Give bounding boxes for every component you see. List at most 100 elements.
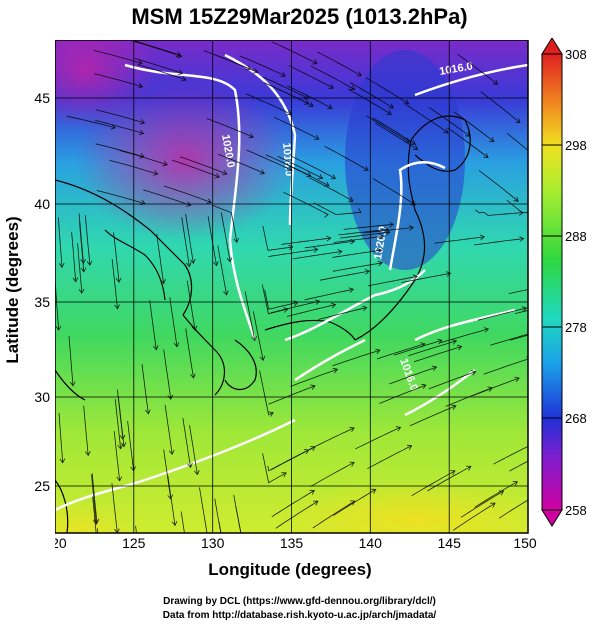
streamline-arrowhead [139,153,145,159]
streamline-arrowhead [167,494,174,500]
streamline-arrowhead [410,200,416,206]
streamline-arrowhead [451,404,457,410]
streamline-arrowhead [330,302,337,309]
streamline [78,213,84,264]
streamline-arrowhead [214,173,220,179]
wind-streamlines [55,40,528,533]
streamline [457,53,498,85]
streamline-arrowhead [310,384,316,390]
streamline-arrowhead [313,247,319,253]
streamline [221,212,231,262]
streamline [149,300,157,350]
streamline [434,236,485,244]
map-title: MSM 15Z29Mar2025 (1013.2hPa) [131,4,468,29]
streamline [163,349,172,400]
streamline-arrowhead [483,327,490,333]
streamline [189,425,198,475]
streamline-arrowhead [356,208,362,213]
streamline [92,496,97,533]
streamline-arrowhead [171,520,178,527]
streamline [233,494,242,533]
streamline [244,291,256,341]
streamline-arrowhead [375,348,381,355]
streamline-arrowhead [189,258,196,265]
x-tick-label: 145 [438,535,462,550]
x-axis-label-area: Longitude (degrees) [208,560,371,579]
streamline [267,449,309,472]
streamline-arrowhead [308,101,314,107]
streamline-arrowhead [437,338,443,345]
coastlines [55,115,471,533]
streamline [340,231,390,239]
streamline [273,116,319,140]
streamline-arrowhead [332,367,339,374]
streamline-arrowhead [349,85,356,91]
streamline [366,115,410,143]
colorbar-tick-label: 288 [565,229,587,244]
streamline [71,231,77,282]
streamline [452,502,496,531]
streamline-arrowhead [280,71,286,77]
streamline [483,358,528,375]
streamline [181,217,190,267]
streamline-arrowhead [471,370,477,376]
streamline-arrowhead [521,306,528,312]
streamline [91,473,98,524]
streamline [338,228,389,236]
streamline [290,368,338,387]
streamline [127,420,134,471]
streamline-arrowhead [58,262,65,268]
streamline-arrowhead [385,229,391,236]
streamline-arrowhead [362,305,368,312]
y-tick-label: 25 [34,478,50,494]
streamline [271,490,315,518]
colorbar-top-arrow [541,38,563,55]
streamline-arrowhead [59,458,66,464]
streamline-arrowhead [116,476,123,482]
streamline-arrowhead [226,257,233,263]
streamline-arrowhead [86,260,93,266]
streamline-arrowhead [281,472,287,478]
streamline [478,170,519,202]
streamline [180,511,185,533]
streamline [290,155,336,179]
streamline [186,280,196,331]
streamline [409,405,457,427]
streamline [95,120,144,134]
colorbar-tick-label: 298 [565,138,587,153]
streamline [332,262,383,272]
streamline [447,127,489,158]
streamline [474,209,524,216]
streamline [401,272,451,283]
streamline-arrowhead [78,288,85,294]
map-plot: 1020.0 1016.0 1016.0 1020.0 1016.0 120 1… [55,40,537,550]
streamline [318,307,367,320]
streamline-arrowhead [388,103,394,109]
streamline [411,470,456,497]
colorbar-tick-label: 308 [565,47,587,62]
streamline [246,149,293,171]
x-tick-label: 140 [359,535,383,550]
streamline [509,334,528,341]
streamline [111,258,118,309]
streamline [406,104,449,134]
streamline-arrowhead [378,233,385,240]
streamline-arrowhead [152,345,159,351]
streamline [308,177,354,202]
x-tick-label: 120 [55,535,67,550]
streamline-arrowhead [304,99,310,105]
streamline [132,40,181,56]
streamline [508,289,528,294]
streamline [218,153,265,174]
streamline [509,460,528,472]
colorbar-bottom-arrow [541,509,563,527]
streamline-arrowhead [431,365,438,371]
streamline [474,238,524,246]
streamline [376,343,425,360]
streamline-arrowhead [173,342,180,348]
streamline-arrowhead [84,451,91,457]
streamline [91,474,97,525]
cold-anomaly [55,40,155,130]
streamline [270,300,320,314]
streamline [275,500,319,529]
